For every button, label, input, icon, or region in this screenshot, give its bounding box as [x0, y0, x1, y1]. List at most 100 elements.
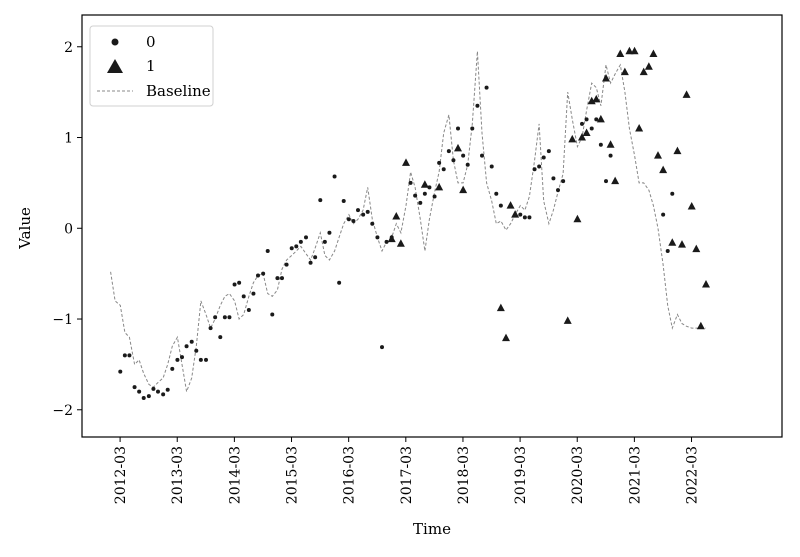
point-class-1 [435, 182, 444, 191]
point-class-0 [165, 387, 170, 392]
point-class-0 [561, 179, 566, 184]
point-class-0 [194, 348, 199, 353]
point-class-0 [127, 353, 132, 358]
point-class-1 [635, 123, 644, 132]
point-class-0 [322, 239, 327, 244]
point-class-1 [387, 234, 396, 243]
point-class-0 [437, 160, 442, 165]
point-class-0 [365, 209, 370, 214]
point-class-0 [427, 185, 432, 190]
x-tick-label: 2015-03 [285, 446, 301, 504]
point-class-0 [546, 149, 551, 154]
point-class-0 [670, 191, 675, 196]
point-class-0 [204, 357, 208, 362]
point-class-0 [522, 215, 527, 220]
point-class-0 [337, 280, 342, 285]
point-class-0 [298, 239, 303, 244]
baseline-line [110, 51, 706, 394]
point-class-0 [594, 117, 599, 122]
point-class-0 [375, 235, 380, 240]
point-class-0 [356, 208, 360, 213]
point-class-0 [151, 386, 156, 391]
point-class-0 [227, 315, 232, 320]
point-class-0 [541, 155, 546, 160]
point-class-0 [518, 212, 523, 217]
x-tick-label: 2017-03 [399, 446, 415, 504]
point-class-0 [456, 126, 460, 131]
point-class-0 [380, 345, 384, 350]
point-class-0 [280, 276, 284, 281]
x-tick-label: 2020-03 [570, 446, 586, 504]
legend-label-0: 0 [146, 33, 156, 51]
point-class-0 [246, 307, 251, 312]
point-class-0 [122, 353, 127, 358]
point-class-0 [422, 191, 427, 196]
point-class-0 [556, 188, 560, 193]
point-class-1 [454, 143, 462, 152]
x-tick-label: 2016-03 [342, 446, 358, 504]
legend: 0 1 Baseline [89, 25, 214, 107]
point-class-0 [408, 180, 413, 185]
point-class-0 [170, 366, 175, 371]
y-axis-title: Value [16, 207, 34, 250]
point-class-0 [270, 312, 275, 317]
point-class-1 [602, 74, 610, 82]
point-class-0 [441, 167, 446, 172]
y-tick-label: 2 [64, 40, 73, 56]
y-axis: −2 −1 0 1 2 [52, 40, 82, 419]
point-class-1 [696, 321, 705, 330]
point-class-0 [213, 315, 218, 320]
point-class-1 [625, 46, 634, 55]
point-class-0 [527, 215, 532, 220]
point-class-0 [318, 198, 323, 203]
point-class-0 [494, 191, 499, 196]
point-class-0 [275, 276, 280, 281]
point-class-0 [451, 158, 456, 163]
point-class-0 [384, 239, 389, 244]
point-class-0 [304, 235, 308, 240]
point-class-0 [532, 167, 537, 172]
point-class-0 [580, 121, 584, 126]
point-class-0 [537, 164, 542, 169]
y-tick-label: 1 [64, 131, 73, 147]
point-class-1 [611, 176, 620, 185]
point-class-1 [682, 90, 691, 98]
point-class-0 [584, 117, 589, 122]
legend-label-baseline: Baseline [146, 82, 211, 100]
point-class-0 [137, 389, 142, 394]
point-class-0 [232, 282, 237, 287]
point-class-0 [361, 212, 366, 217]
point-class-1 [673, 146, 682, 155]
point-class-0 [180, 355, 184, 360]
point-class-1 [582, 128, 591, 136]
point-class-0 [156, 389, 160, 394]
point-class-1 [606, 140, 615, 148]
point-class-0 [189, 339, 194, 344]
point-class-0 [498, 203, 503, 208]
point-class-0 [251, 291, 256, 296]
point-class-0 [265, 248, 270, 253]
point-class-0 [484, 85, 489, 90]
plot-frame [81, 14, 783, 438]
point-class-0 [146, 394, 151, 399]
point-class-0 [598, 142, 603, 147]
x-tick-label: 2022-03 [685, 446, 701, 504]
point-class-0 [184, 344, 189, 349]
point-class-0 [470, 126, 475, 131]
y-tick-label: −2 [52, 403, 73, 419]
point-class-1 [659, 165, 668, 174]
point-class-1 [392, 211, 401, 220]
legend-box [89, 25, 214, 107]
point-class-1 [459, 185, 468, 194]
point-class-1 [496, 303, 505, 312]
legend-marker-0 [111, 38, 119, 46]
point-class-1 [511, 210, 520, 218]
x-tick-label: 2013-03 [170, 446, 186, 504]
point-class-1 [678, 240, 686, 248]
marker-series [118, 46, 710, 400]
point-class-1 [616, 49, 625, 58]
baseline-series [110, 51, 706, 394]
x-axis: 2012-03 2013-03 2014-03 2015-03 2016-03 2017-… [113, 437, 701, 504]
point-class-0 [161, 392, 166, 397]
